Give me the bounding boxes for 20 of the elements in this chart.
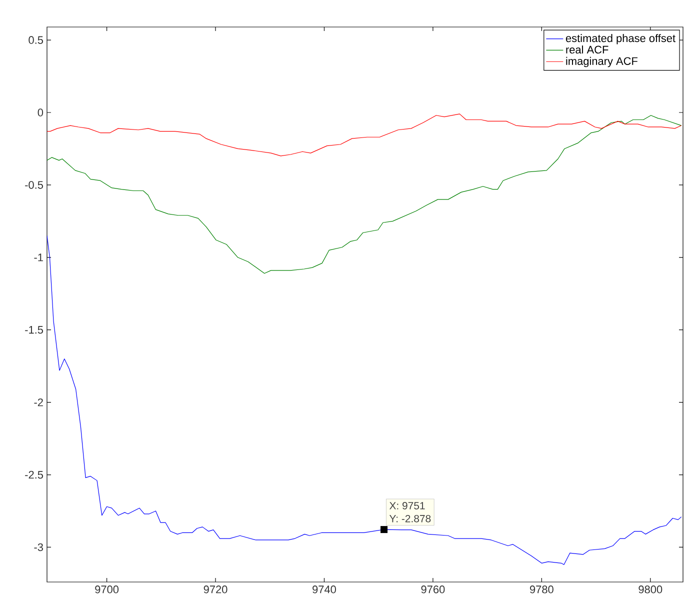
- y-tick-label: -2: [34, 398, 43, 406]
- y-tick-label: 0.5: [28, 36, 44, 44]
- y-tick-label: -3: [34, 543, 43, 552]
- y-tick-label: 0: [38, 108, 44, 116]
- annotation: Y: -2.878: [389, 514, 431, 522]
- line-series: [47, 115, 682, 274]
- x-tick-label: 9740: [312, 586, 336, 594]
- x-tick-label: 9700: [95, 586, 119, 594]
- y-tick-label: -2.5: [25, 470, 44, 479]
- y-tick-label: -0.5: [25, 181, 44, 189]
- annotation: X: 9751: [389, 502, 425, 510]
- legend-label: real ACF: [566, 45, 608, 54]
- y-tick-label: -1.5: [25, 326, 44, 334]
- x-tick-label: 9720: [204, 586, 228, 594]
- legend-label: imaginary ACF: [566, 56, 638, 68]
- x-tick-label: 9780: [530, 586, 554, 594]
- x-tick-label: 9800: [638, 586, 662, 594]
- legend-label: estimated phase offset: [566, 34, 676, 44]
- x-tick-label: 9760: [421, 586, 445, 594]
- y-tick-label: -1: [34, 254, 43, 262]
